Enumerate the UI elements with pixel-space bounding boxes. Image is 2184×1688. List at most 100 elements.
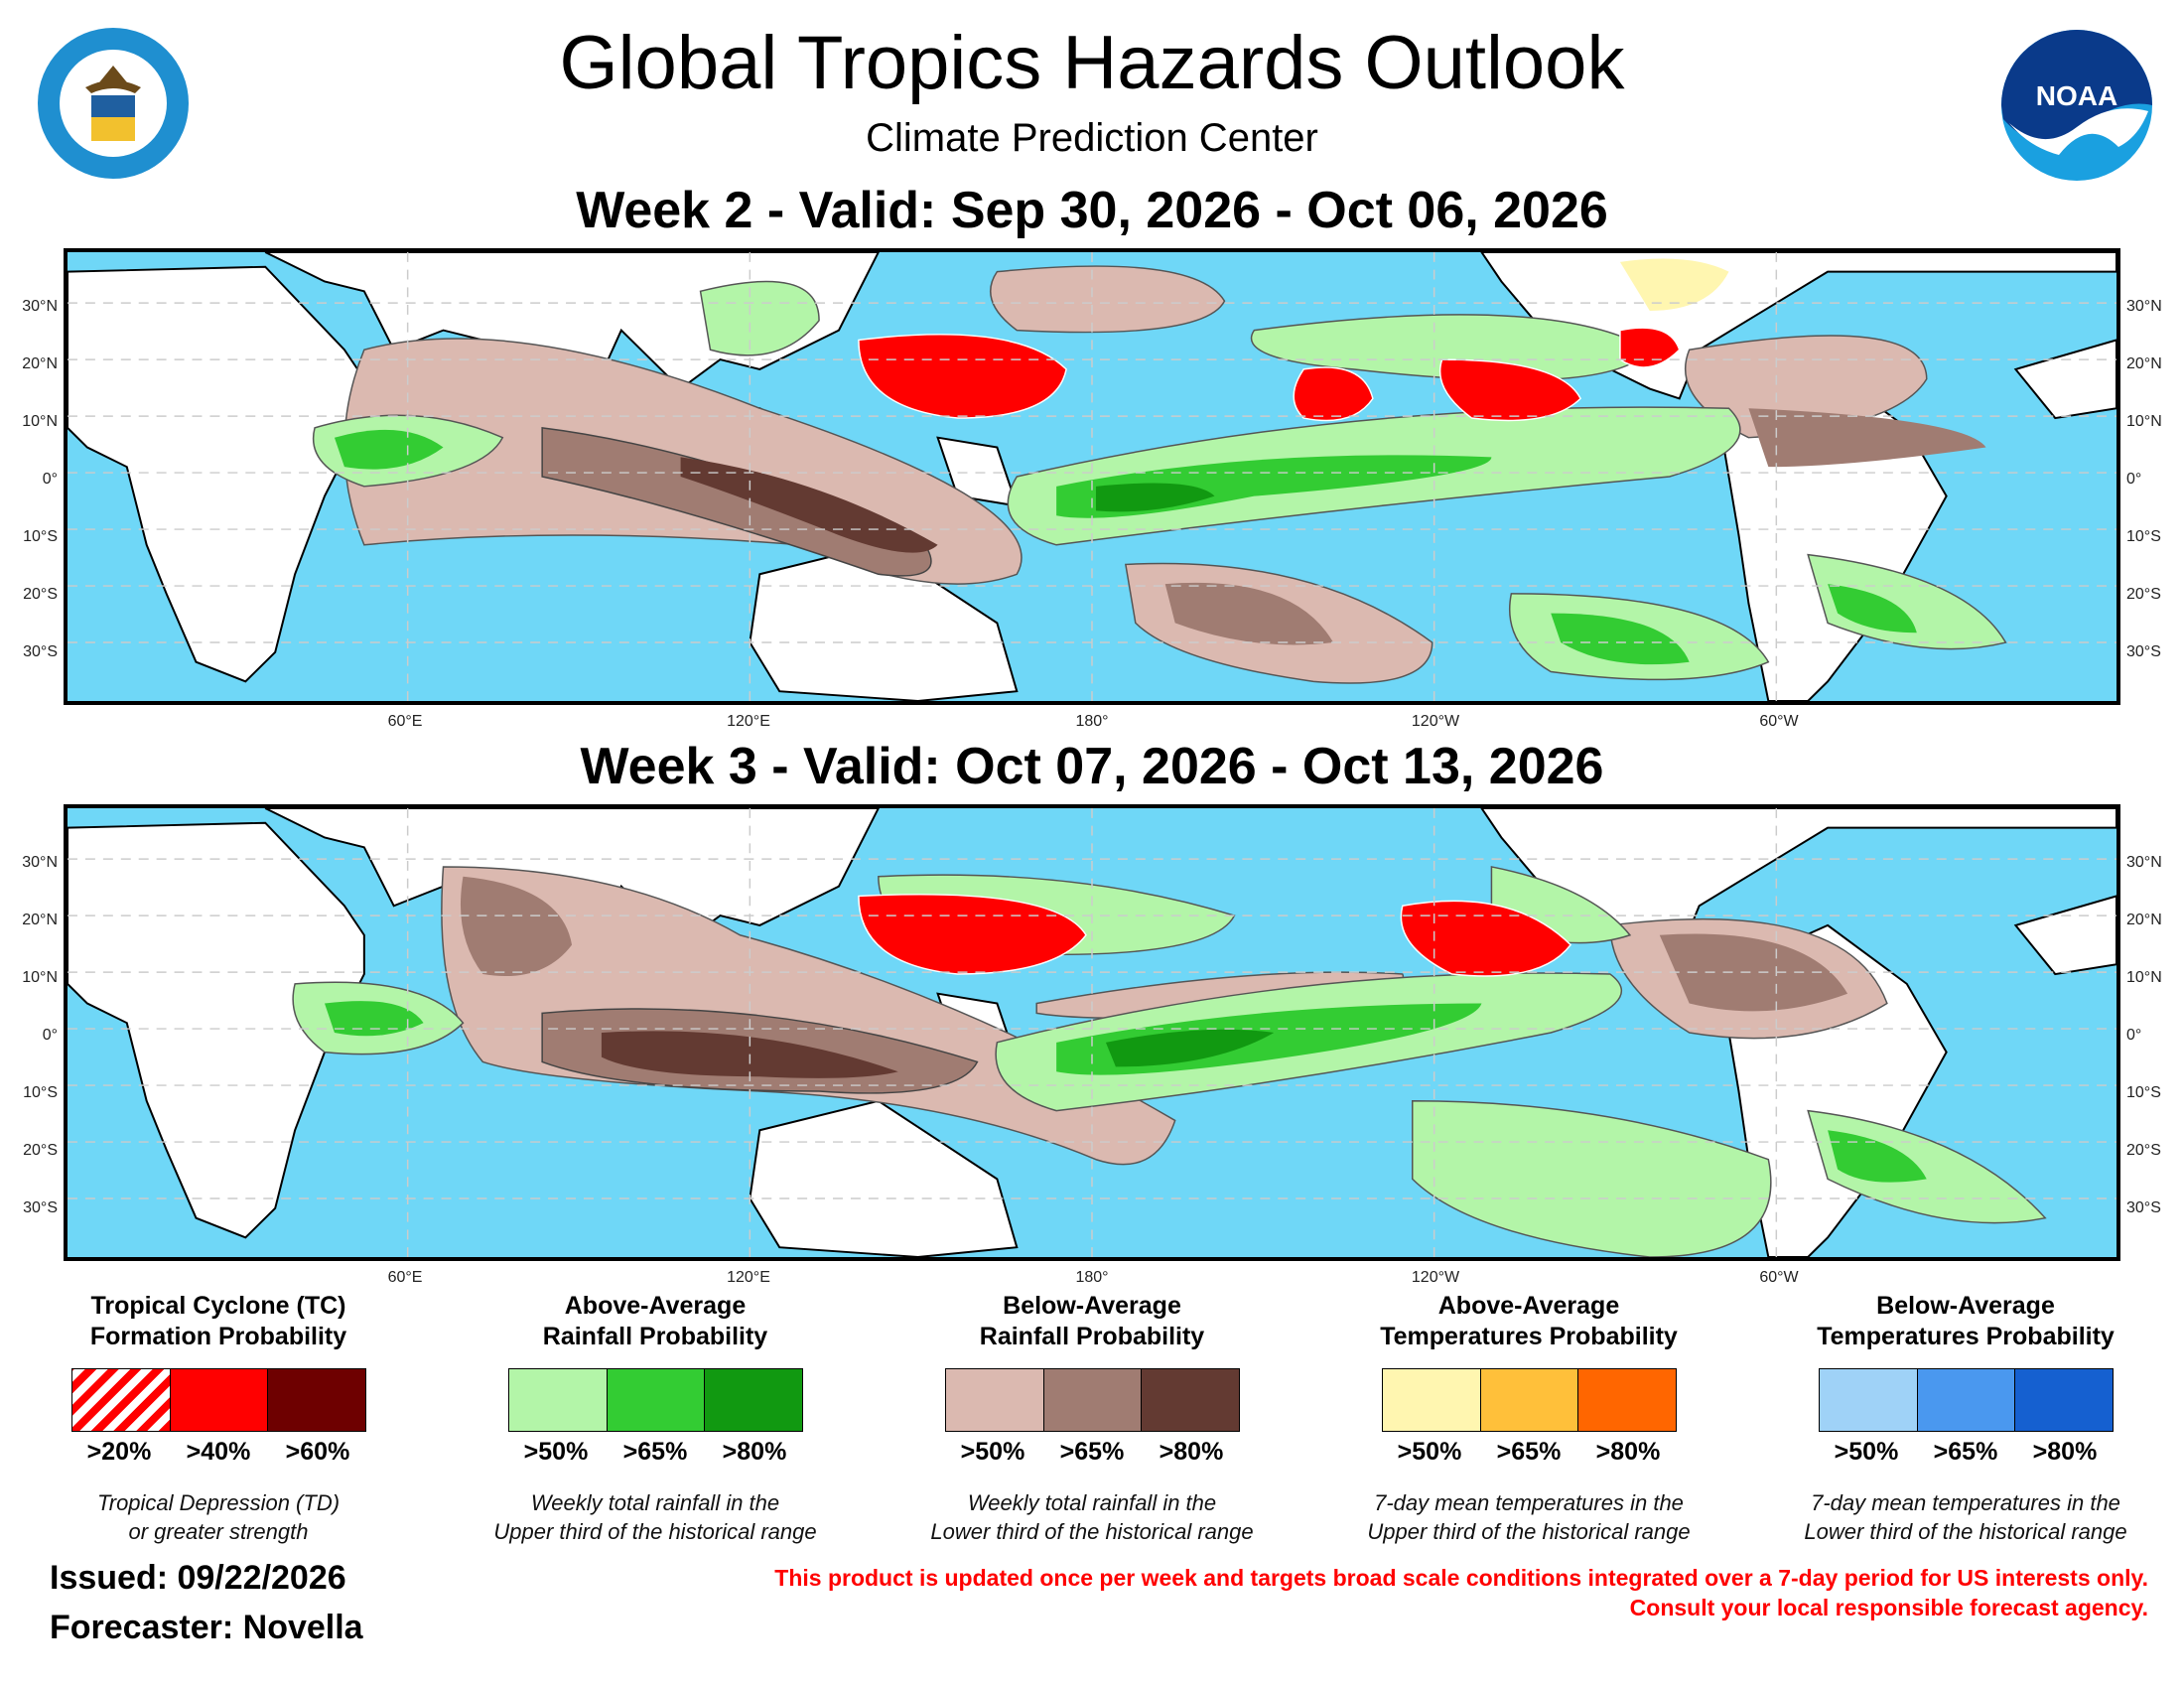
legend-swatch-wet-65	[606, 1368, 706, 1432]
page-title: Global Tropics Hazards Outlook	[559, 21, 1625, 105]
legend-swatch-wet-50	[508, 1368, 609, 1432]
w2-wet-west-pacific-north	[699, 280, 820, 356]
legend-title-line2: Formation Probability	[89, 1323, 347, 1350]
week2-lat-label: 10°S	[23, 528, 58, 545]
legend-title-line1: Above-Average	[1437, 1292, 1620, 1320]
legend-title-line1: Below-Average	[1003, 1292, 1181, 1320]
legend-swatch-label: >50%	[1834, 1438, 1899, 1466]
legend-title-line1: Above-Average	[564, 1292, 747, 1320]
week2-lat-label-right: 10°N	[2126, 413, 2162, 430]
w3-wet-south-pacific	[1412, 1100, 1772, 1257]
week2-lon-label: 180°	[1075, 713, 1109, 730]
week2-lon-label: 60°E	[387, 713, 423, 730]
w2-wet-north-pacific-band	[1250, 314, 1651, 381]
week2-lat-label-right: 30°S	[2126, 643, 2161, 660]
noaa-logo: NOAA	[1999, 28, 2154, 183]
legend-swatch-label: >80%	[1595, 1438, 1661, 1466]
disclaimer-line1: This product is updated once per week an…	[774, 1565, 2148, 1591]
w3-tc-west-pacific	[858, 894, 1087, 975]
week2-map-canvas	[68, 252, 2116, 701]
legend-title-line2: Rainfall Probability	[979, 1323, 1205, 1350]
week2-lat-label: 30°N	[22, 298, 58, 315]
week2-lat-label: 20°N	[22, 355, 58, 372]
legend-below-avg-rainfall: Below-Average Rainfall Probability >50% …	[913, 1291, 1271, 1546]
week3-lat-label-right: 10°S	[2126, 1084, 2161, 1101]
map-gridlines	[68, 808, 2116, 1257]
week3-lat-label: 10°N	[22, 969, 58, 986]
w2-tc-east-pacific-2	[1438, 358, 1582, 422]
week3-lat-label: 10°S	[23, 1084, 58, 1101]
tc-formation-areas	[858, 327, 1681, 422]
w3-wet-south-brazil-core	[1828, 1130, 1927, 1183]
legend-swatch-label: >65%	[1059, 1438, 1125, 1466]
above-avg-temp-areas	[1619, 258, 1729, 311]
legend-swatch-warm-65	[1479, 1368, 1579, 1432]
week2-lat-label-right: 0°	[2126, 471, 2142, 488]
legend-note-line1: Weekly total rainfall in the	[530, 1490, 780, 1515]
week2-map	[64, 248, 2120, 705]
week2-lon-label: 60°W	[1759, 713, 1799, 730]
land-australia	[749, 1099, 1019, 1257]
legend-swatch-tc-20	[71, 1368, 172, 1432]
week2-lon-label: 120°E	[727, 713, 770, 730]
page-subtitle: Climate Prediction Center	[866, 116, 1318, 160]
week2-lat-label: 20°S	[23, 586, 58, 603]
below-avg-rainfall-areas	[441, 866, 1888, 1166]
legend-swatch-tc-40	[169, 1368, 269, 1432]
w2-wet-south-brazil	[1807, 553, 2007, 650]
legend-note-line2: Upper third of the historical range	[493, 1519, 817, 1544]
legend-swatch-label: >80%	[2032, 1438, 2098, 1466]
week3-lon-label: 180°	[1075, 1269, 1109, 1286]
w2-dry-south-pacific-core	[1164, 582, 1334, 645]
map-gridlines	[68, 252, 2116, 701]
land-africa	[68, 821, 365, 1239]
tc-formation-areas	[858, 894, 1572, 977]
above-avg-rainfall-areas	[312, 280, 2007, 681]
legend-above-avg-rainfall: Above-Average Rainfall Probability >50% …	[477, 1291, 834, 1546]
legend-swatch-cool-80	[2014, 1368, 2115, 1432]
legend-swatch-cool-50	[1819, 1368, 1919, 1432]
commerce-seal-logo	[36, 26, 191, 181]
week2-lat-label-right: 30°N	[2126, 298, 2162, 315]
w2-dry-maritime-core	[541, 427, 932, 577]
week2-lat-label: 10°N	[22, 413, 58, 430]
w2-wet-south-brazil-core	[1828, 584, 1917, 633]
land-africa	[68, 265, 365, 683]
week2-lat-label-right: 10°S	[2126, 528, 2161, 545]
week2-lat-label-right: 20°N	[2126, 355, 2162, 372]
legend-swatch-label: >65%	[622, 1438, 688, 1466]
legend-swatch-label: >20%	[86, 1438, 152, 1466]
w3-dry-caribbean-core	[1659, 933, 1848, 1012]
week3-lat-label-right: 20°N	[2126, 912, 2162, 928]
legend-title-line1: Below-Average	[1876, 1292, 2055, 1320]
legend-note-line2: Lower third of the historical range	[1804, 1519, 2127, 1544]
issued-date: Issued: 09/22/2026	[50, 1559, 346, 1597]
legend-swatch-label: >60%	[285, 1438, 350, 1466]
week2-lat-label-right: 20°S	[2126, 586, 2161, 603]
w2-dry-north-pacific	[989, 265, 1226, 334]
legend-note-line2: or greater strength	[128, 1519, 309, 1544]
legend-note-line1: Tropical Depression (TD)	[96, 1490, 341, 1515]
week3-lat-label-right: 30°S	[2126, 1199, 2161, 1216]
week3-lon-label: 120°W	[1411, 1269, 1460, 1286]
week3-lat-label-right: 20°S	[2126, 1142, 2161, 1159]
week3-lat-label: 30°N	[22, 854, 58, 871]
week2-lat-label: 30°S	[23, 643, 58, 660]
week3-lat-label-right: 0°	[2126, 1027, 2142, 1044]
w3-wet-east-pacific-strong	[1105, 1029, 1275, 1067]
legend-swatch-label: >50%	[960, 1438, 1025, 1466]
legend-note-line1: Weekly total rainfall in the	[967, 1490, 1217, 1515]
legend-title-line2: Rainfall Probability	[542, 1323, 768, 1350]
week3-lat-label: 30°S	[23, 1199, 58, 1216]
week3-lat-label-right: 30°N	[2126, 854, 2162, 871]
legend-title-line2: Temperatures Probability	[1380, 1323, 1678, 1350]
forecaster-name: Forecaster: Novella	[50, 1609, 363, 1646]
legend-swatch-label: >80%	[722, 1438, 787, 1466]
week2-map-title: Week 2 - Valid: Sep 30, 2026 - Oct 06, 2…	[576, 182, 1608, 239]
week3-lat-label: 0°	[42, 1027, 58, 1044]
legend-swatch-label: >65%	[1496, 1438, 1562, 1466]
w3-dry-indian-ocean	[441, 866, 1176, 1166]
legend-swatch-dry-50	[945, 1368, 1045, 1432]
w2-wet-south-atlantic-core	[1551, 613, 1690, 665]
legend-note-line1: 7-day mean temperatures in the	[1811, 1490, 2120, 1515]
